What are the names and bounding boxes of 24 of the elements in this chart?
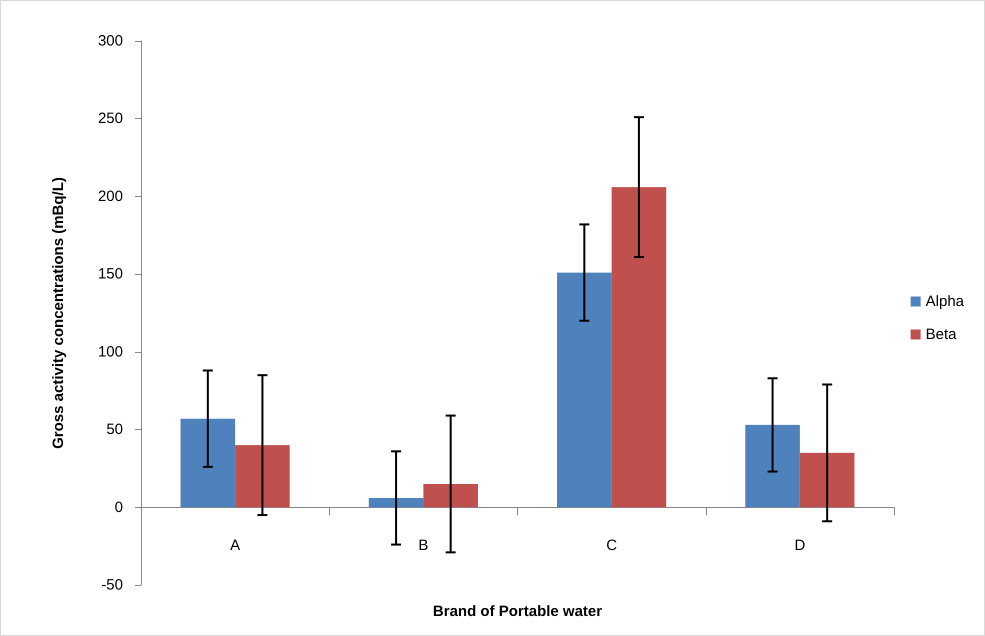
bar	[557, 272, 612, 508]
y-tick-label: 200	[98, 188, 123, 205]
y-tick-label: 150	[98, 266, 123, 283]
bar	[235, 445, 290, 508]
bar	[368, 498, 424, 508]
y-tick-label: 300	[98, 32, 123, 50]
y-tick-label: 50	[106, 421, 123, 438]
y-tick-label: 100	[98, 343, 123, 360]
legend-label: Beta	[926, 326, 958, 343]
x-tick-label: D	[794, 537, 806, 554]
y-tick-label: -50	[101, 576, 123, 594]
bar	[180, 418, 236, 508]
bar	[745, 424, 800, 508]
x-tick-label: B	[418, 537, 428, 554]
y-tick-label: 250	[98, 110, 123, 128]
y-axis-title: Gross activity concentrations (mBq/L)	[50, 177, 67, 449]
x-tick-label: A	[230, 537, 240, 554]
bar	[423, 484, 478, 508]
legend-label: Alpha	[926, 293, 965, 310]
bar	[612, 187, 666, 508]
y-tick-label: 0	[114, 498, 123, 516]
x-axis-title: Brand of Portable water	[432, 603, 602, 620]
bar	[800, 452, 854, 508]
x-tick-label: C	[606, 537, 618, 554]
